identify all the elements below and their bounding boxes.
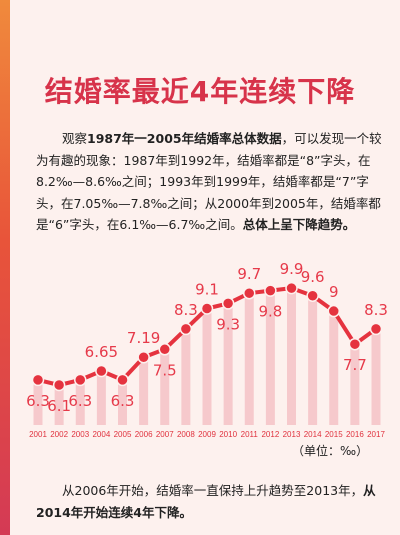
conclusion-paragraph: 从2006年开始，结婚率一直保持上升趋势至2013年，从2014年开始连续4年下… [36, 480, 386, 523]
data-point [54, 380, 65, 391]
conclusion-text: 从2006年开始，结婚率一直保持上升趋势至2013年， [36, 483, 363, 498]
data-point [75, 374, 86, 385]
data-point [117, 374, 128, 385]
data-label: 6.3 [68, 392, 92, 410]
data-point [96, 365, 107, 376]
data-point [33, 374, 44, 385]
x-tick-label: 2008 [177, 430, 195, 439]
x-tick-label: 2001 [29, 430, 47, 439]
data-point [244, 288, 255, 299]
chart-bar [287, 288, 296, 425]
chart-bar [245, 293, 254, 425]
data-label: 9.1 [195, 281, 219, 299]
data-label: 8.3 [174, 301, 198, 319]
data-point [307, 290, 318, 301]
x-tick-label: 2016 [346, 430, 364, 439]
x-tick-label: 2014 [304, 430, 322, 439]
data-point [138, 352, 149, 363]
data-label: 9 [329, 283, 339, 301]
data-label: 9.6 [301, 268, 325, 286]
data-label: 9.3 [216, 315, 240, 333]
intro-text-lead: 观察 [36, 131, 87, 146]
chart-bar [372, 329, 381, 425]
x-tick-label: 2002 [50, 430, 68, 439]
unit-label: （单位：‰） [292, 442, 368, 459]
x-tick-label: 2004 [92, 430, 110, 439]
x-tick-label: 2017 [367, 430, 385, 439]
x-tick-label: 2015 [325, 430, 343, 439]
data-label: 7.5 [153, 361, 177, 379]
data-point [328, 306, 339, 317]
intro-text-bold-2: 总体上呈下降趋势。 [243, 217, 356, 232]
data-point [265, 285, 276, 296]
data-label: 7.19 [127, 329, 160, 347]
data-label: 6.3 [111, 392, 135, 410]
chart-bar [181, 329, 190, 425]
x-tick-label: 2011 [241, 430, 259, 439]
chart-bar [139, 357, 148, 425]
chart-bar [203, 309, 212, 426]
chart-bar [97, 371, 106, 425]
data-label: 9.8 [258, 303, 282, 321]
x-tick-label: 2003 [71, 430, 89, 439]
data-label: 7.7 [343, 356, 367, 374]
data-label: 6.65 [85, 343, 118, 361]
x-tick-label: 2009 [198, 430, 216, 439]
data-point [371, 323, 382, 334]
data-point [349, 339, 360, 350]
x-tick-label: 2013 [283, 430, 301, 439]
data-label: 9.7 [237, 265, 261, 283]
data-point [223, 298, 234, 309]
x-tick-label: 2010 [219, 430, 237, 439]
marriage-rate-chart: 6.36.16.36.656.37.197.58.39.19.39.79.89.… [0, 255, 400, 445]
data-point [159, 344, 170, 355]
intro-paragraph: 观察1987年一2005年结婚率总体数据，可以发现一个较为有趣的现象：1987年… [36, 128, 386, 236]
x-tick-label: 2012 [261, 430, 279, 439]
x-tick-label: 2006 [135, 430, 153, 439]
data-label: 8.3 [364, 301, 388, 319]
data-point [286, 283, 297, 294]
x-tick-label: 2005 [114, 430, 132, 439]
intro-text-bold-1: 1987年一2005年结婚率总体数据 [87, 131, 282, 146]
page-title: 结婚率最近4年连续下降 [0, 70, 400, 110]
data-point [202, 303, 213, 314]
x-tick-label: 2007 [156, 430, 174, 439]
data-point [180, 323, 191, 334]
chart-bar [329, 311, 338, 425]
chart-bar [308, 296, 317, 425]
